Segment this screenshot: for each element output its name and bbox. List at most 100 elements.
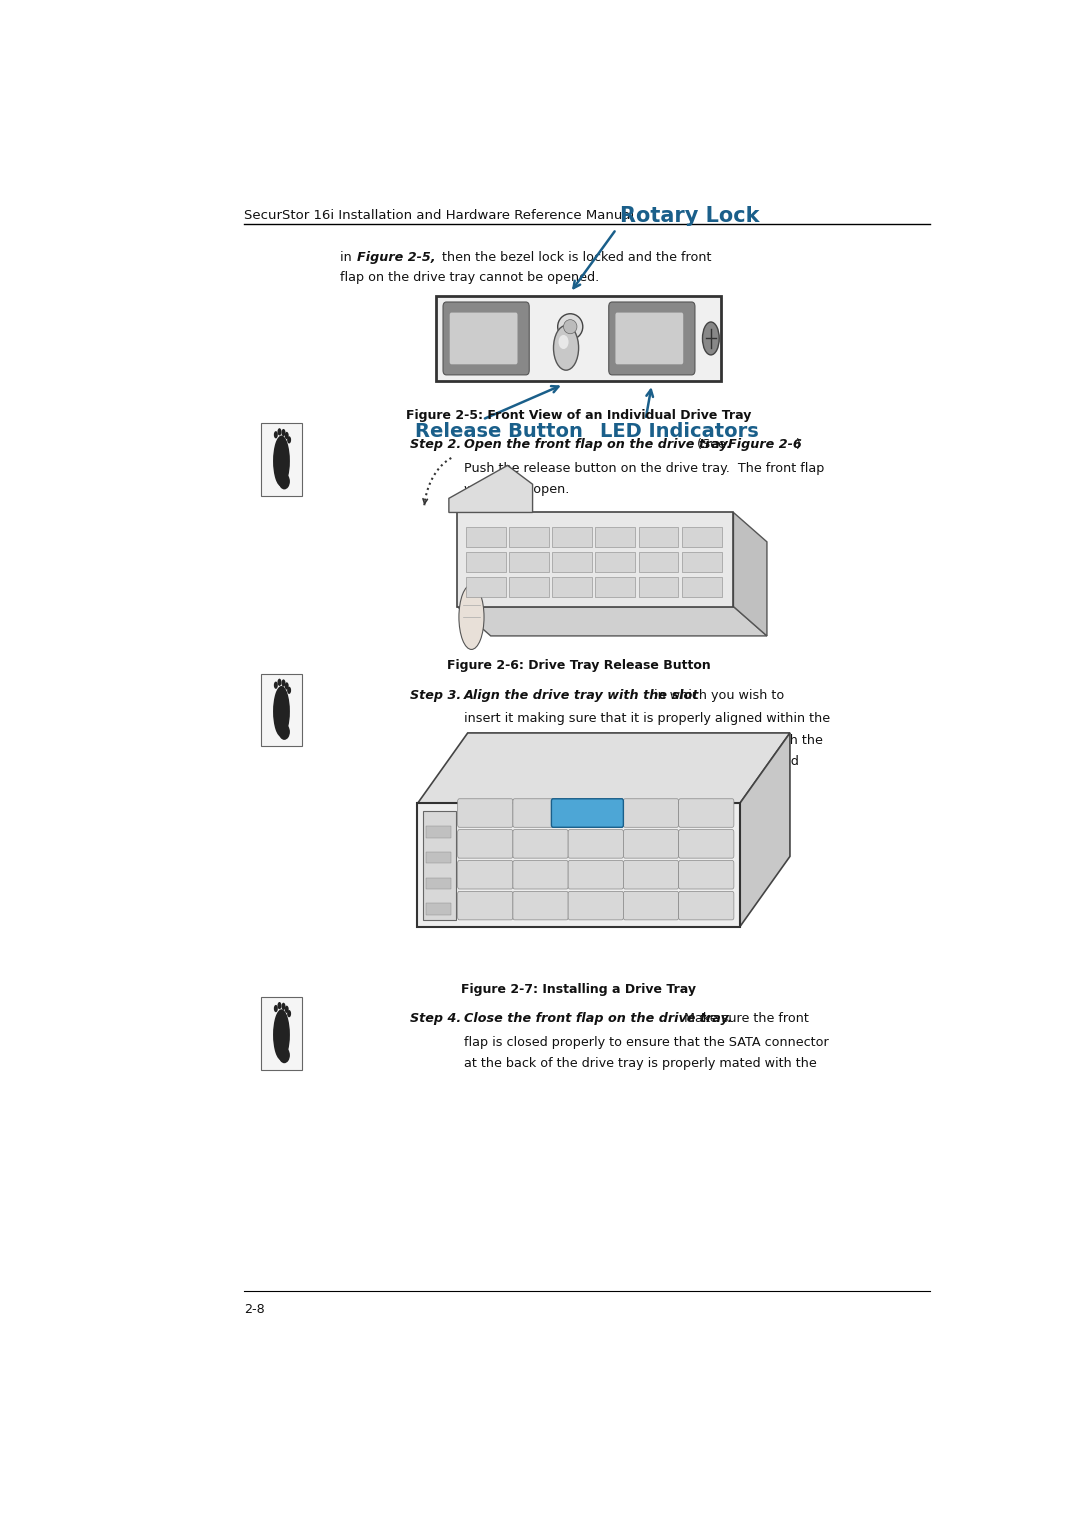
Text: (See: (See bbox=[697, 438, 730, 452]
Text: Figure 2-7: Figure 2-7 bbox=[503, 776, 577, 789]
Bar bbox=[552, 577, 592, 597]
Bar bbox=[638, 551, 678, 573]
Ellipse shape bbox=[273, 1009, 289, 1060]
FancyBboxPatch shape bbox=[458, 861, 513, 889]
FancyBboxPatch shape bbox=[568, 892, 623, 919]
Ellipse shape bbox=[278, 1002, 282, 1009]
Ellipse shape bbox=[278, 678, 282, 686]
Bar bbox=[552, 527, 592, 547]
Bar bbox=[465, 527, 505, 547]
Ellipse shape bbox=[282, 680, 285, 687]
FancyBboxPatch shape bbox=[623, 799, 678, 828]
FancyBboxPatch shape bbox=[513, 892, 568, 919]
Text: Release Button: Release Button bbox=[416, 421, 583, 441]
Ellipse shape bbox=[287, 1009, 292, 1017]
Ellipse shape bbox=[274, 1005, 278, 1012]
Bar bbox=[509, 551, 549, 573]
Text: Step 4.: Step 4. bbox=[409, 1012, 461, 1025]
Text: flap on the drive tray cannot be opened.: flap on the drive tray cannot be opened. bbox=[340, 272, 599, 284]
FancyBboxPatch shape bbox=[623, 892, 678, 919]
FancyBboxPatch shape bbox=[458, 799, 513, 828]
FancyBboxPatch shape bbox=[458, 892, 513, 919]
Text: gently. (See: gently. (See bbox=[464, 776, 543, 789]
FancyBboxPatch shape bbox=[609, 302, 694, 376]
Bar bbox=[595, 577, 635, 597]
Text: Step 2.: Step 2. bbox=[409, 438, 461, 452]
Ellipse shape bbox=[278, 428, 282, 435]
Ellipse shape bbox=[702, 322, 719, 354]
Ellipse shape bbox=[459, 585, 484, 649]
FancyBboxPatch shape bbox=[449, 313, 517, 365]
Ellipse shape bbox=[282, 1003, 285, 1009]
Ellipse shape bbox=[273, 435, 289, 487]
Text: in which you wish to: in which you wish to bbox=[650, 689, 784, 702]
Ellipse shape bbox=[287, 437, 292, 443]
Ellipse shape bbox=[557, 313, 583, 339]
Bar bbox=[418, 803, 740, 927]
Bar bbox=[436, 296, 721, 380]
Bar bbox=[465, 577, 505, 597]
Text: Figure 2-5: Front View of an Individual Drive Tray: Figure 2-5: Front View of an Individual … bbox=[406, 409, 752, 421]
FancyBboxPatch shape bbox=[261, 997, 301, 1070]
FancyBboxPatch shape bbox=[616, 313, 684, 365]
Ellipse shape bbox=[287, 687, 292, 693]
FancyBboxPatch shape bbox=[513, 799, 568, 828]
Polygon shape bbox=[418, 733, 789, 803]
Text: then the bezel lock is locked and the front: then the bezel lock is locked and the fr… bbox=[438, 252, 712, 264]
Text: end of drive bay.  This should be done smoothly and: end of drive bay. This should be done sm… bbox=[464, 754, 799, 768]
Bar bbox=[465, 551, 505, 573]
Ellipse shape bbox=[554, 325, 579, 370]
FancyBboxPatch shape bbox=[513, 861, 568, 889]
FancyBboxPatch shape bbox=[678, 829, 734, 858]
Text: ): ) bbox=[568, 776, 572, 789]
Text: at the back of the drive tray is properly mated with the: at the back of the drive tray is properl… bbox=[464, 1057, 816, 1070]
Bar bbox=[595, 551, 635, 573]
Ellipse shape bbox=[279, 1048, 289, 1063]
Text: Open the front flap on the drive tray.: Open the front flap on the drive tray. bbox=[464, 438, 731, 452]
Polygon shape bbox=[449, 466, 532, 513]
FancyBboxPatch shape bbox=[678, 892, 734, 919]
Ellipse shape bbox=[558, 334, 568, 350]
Bar bbox=[552, 551, 592, 573]
Text: Close the front flap on the drive tray.: Close the front flap on the drive tray. bbox=[464, 1012, 732, 1025]
Ellipse shape bbox=[285, 683, 288, 690]
Text: LED Indicators: LED Indicators bbox=[599, 421, 758, 441]
FancyBboxPatch shape bbox=[623, 861, 678, 889]
Text: 2-8: 2-8 bbox=[244, 1303, 265, 1316]
FancyBboxPatch shape bbox=[568, 861, 623, 889]
Text: Figure 2-6: Figure 2-6 bbox=[728, 438, 802, 452]
Text: Figure 2-6: Drive Tray Release Button: Figure 2-6: Drive Tray Release Button bbox=[447, 660, 711, 672]
Text: flap is closed properly to ensure that the SATA connector: flap is closed properly to ensure that t… bbox=[464, 1035, 828, 1049]
Bar bbox=[509, 527, 549, 547]
Bar bbox=[426, 852, 451, 863]
Bar bbox=[509, 577, 549, 597]
Bar bbox=[422, 811, 456, 919]
Bar bbox=[595, 527, 635, 547]
Bar bbox=[638, 577, 678, 597]
Text: drive bay. Gently slide it in until the drive tray reach the: drive bay. Gently slide it in until the … bbox=[464, 733, 823, 747]
FancyBboxPatch shape bbox=[678, 861, 734, 889]
FancyBboxPatch shape bbox=[568, 829, 623, 858]
Text: Figure 2-5,: Figure 2-5, bbox=[356, 252, 435, 264]
Bar bbox=[681, 551, 721, 573]
Ellipse shape bbox=[564, 319, 577, 334]
Ellipse shape bbox=[274, 431, 278, 438]
Ellipse shape bbox=[279, 724, 289, 741]
Text: Make sure the front: Make sure the front bbox=[680, 1012, 809, 1025]
FancyBboxPatch shape bbox=[261, 423, 301, 496]
Bar bbox=[457, 513, 733, 606]
Bar bbox=[426, 826, 451, 838]
Ellipse shape bbox=[285, 1006, 288, 1012]
Ellipse shape bbox=[282, 429, 285, 437]
Ellipse shape bbox=[273, 686, 289, 738]
Polygon shape bbox=[733, 513, 767, 635]
Text: Step 3.: Step 3. bbox=[409, 689, 461, 702]
Bar bbox=[426, 878, 451, 889]
FancyBboxPatch shape bbox=[678, 799, 734, 828]
Polygon shape bbox=[457, 606, 767, 635]
Bar bbox=[681, 577, 721, 597]
FancyBboxPatch shape bbox=[568, 799, 623, 828]
Text: Align the drive tray with the slot: Align the drive tray with the slot bbox=[464, 689, 700, 702]
Text: insert it making sure that it is properly aligned within the: insert it making sure that it is properl… bbox=[464, 712, 831, 725]
Text: in: in bbox=[340, 252, 355, 264]
